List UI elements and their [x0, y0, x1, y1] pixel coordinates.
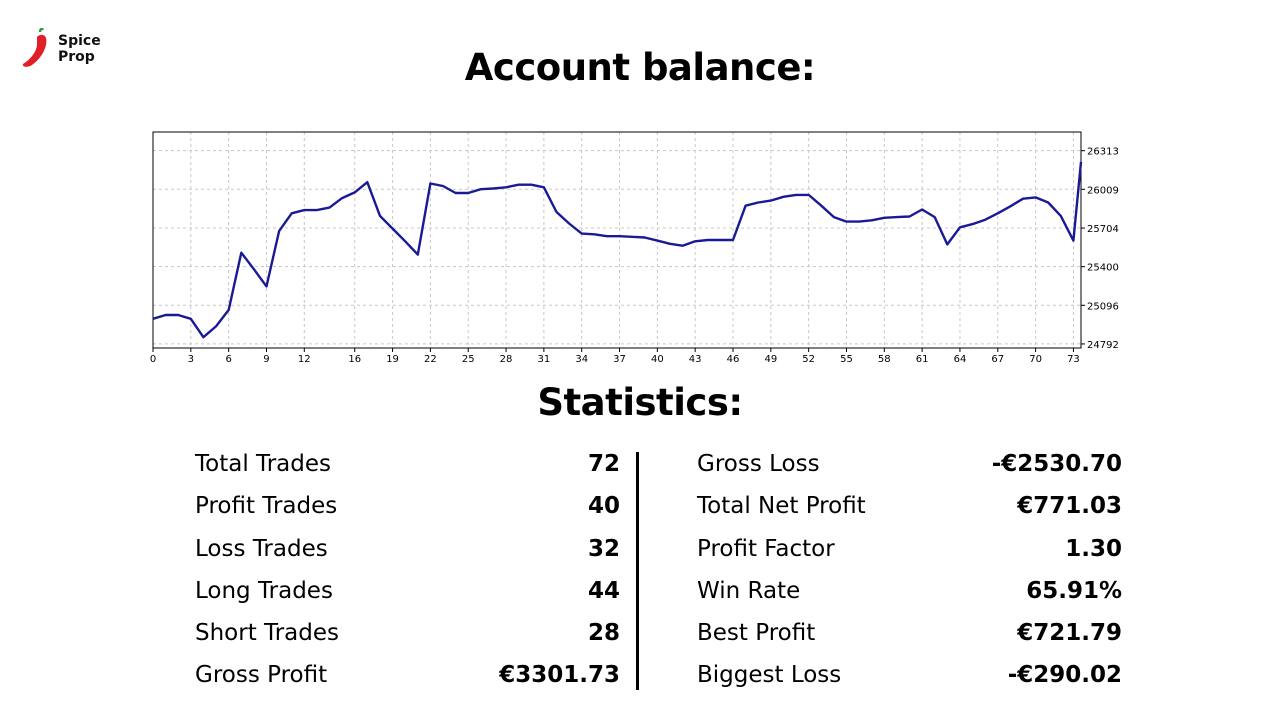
chili-pepper-icon	[22, 28, 47, 67]
x-tick-label: 55	[840, 354, 853, 365]
x-tick-label: 22	[424, 354, 437, 365]
balance-chart-svg: 0 3 6 9 12 16 19 22 25 28 31 34 37 40 43 46 49 52 55 58 61 64…	[150, 131, 1119, 365]
stat-label: Best Profit	[697, 620, 816, 647]
x-tick-label: 49	[764, 354, 777, 365]
x-tick-label: 52	[802, 354, 815, 365]
x-tick-label: 40	[651, 354, 664, 365]
plot-frame	[152, 131, 1082, 349]
brand-logo: Spice Prop	[20, 28, 120, 72]
stat-label: Gross Loss	[697, 451, 820, 477]
x-tick-label: 31	[538, 354, 551, 365]
x-tick-label: 19	[386, 354, 399, 365]
stat-label: Win Rate	[697, 577, 801, 604]
x-tick-label: 67	[991, 354, 1004, 365]
stats-divider	[636, 452, 639, 690]
x-tick-label: 25	[462, 354, 475, 365]
stat-value: 28	[587, 620, 620, 647]
stat-value: €3301.73	[499, 662, 620, 689]
stat-value: -€290.02	[1007, 662, 1122, 689]
stat-value: €721.79	[1017, 620, 1122, 647]
stat-label: Gross Profit	[195, 662, 328, 689]
stat-row: Best Profit €721.79	[697, 612, 1122, 654]
statistics-title: Statistics:	[537, 381, 743, 424]
stat-row: Long Trades 44	[195, 570, 620, 612]
stat-value: 32	[587, 535, 620, 562]
stat-label: Long Trades	[195, 577, 333, 604]
stat-row: Profit Trades 40	[195, 485, 620, 527]
balance-series-line	[152, 161, 1083, 339]
stat-value: -€2530.70	[991, 451, 1122, 477]
stat-row: Total Net Profit €771.03	[697, 485, 1122, 527]
x-tick-label: 16	[348, 354, 361, 365]
x-tick-label: 6	[225, 354, 231, 365]
brand-name: Spice Prop	[58, 33, 101, 65]
stats-left-column: Total Trades 72 Profit Trades 40 Loss Trades…	[195, 443, 620, 697]
stat-label: Profit Trades	[195, 493, 338, 520]
stat-label: Total Trades	[195, 451, 331, 477]
stat-row: Total Trades 72	[195, 443, 620, 485]
stat-value: 44	[587, 577, 620, 604]
stats-right-column: Gross Loss -€2530.70 Total Net Profit €771.…	[697, 443, 1122, 697]
x-tick-label: 37	[613, 354, 626, 365]
stat-label: Short Trades	[195, 620, 339, 647]
y-tick-label: 26313	[1087, 147, 1119, 158]
stat-row: Gross Profit €3301.73	[195, 654, 620, 696]
stat-value: 1.30	[1065, 535, 1122, 562]
y-tick-label: 25704	[1087, 224, 1119, 235]
stat-value: €771.03	[1017, 493, 1122, 520]
stat-value: 72	[587, 451, 620, 477]
y-tick-label: 24792	[1087, 340, 1119, 351]
brand-line-1: Spice	[58, 33, 101, 49]
y-tick-label: 25400	[1087, 263, 1119, 274]
x-tick-label: 61	[916, 354, 929, 365]
stat-value: 40	[587, 493, 620, 520]
y-tick-label: 26009	[1087, 185, 1119, 196]
stat-label: Profit Factor	[697, 535, 835, 562]
brand-line-2: Prop	[58, 49, 95, 65]
x-tick-label: 0	[150, 354, 156, 365]
x-tick-label: 70	[1029, 354, 1042, 365]
stat-row: Short Trades 28	[195, 612, 620, 654]
x-tick-label: 43	[689, 354, 702, 365]
x-tick-label: 3	[188, 354, 194, 365]
stat-row: Win Rate 65.91%	[697, 570, 1122, 612]
x-tick-label: 34	[575, 354, 588, 365]
x-tick-label: 58	[878, 354, 891, 365]
stat-value: 65.91%	[1026, 577, 1122, 604]
balance-chart: 0 3 6 9 12 16 19 22 25 28 31 34 37 40 43 46 49 52 55 58 61 64…	[140, 118, 1120, 370]
stat-label: Total Net Profit	[697, 493, 866, 520]
x-tick-label: 64	[954, 354, 967, 365]
x-tick-label: 46	[727, 354, 740, 365]
account-balance-title: Account balance:	[464, 46, 816, 89]
stat-label: Biggest Loss	[697, 662, 842, 689]
stat-row: Loss Trades 32	[195, 528, 620, 570]
stat-row: Profit Factor 1.30	[697, 528, 1122, 570]
stat-row: Biggest Loss -€290.02	[697, 654, 1122, 696]
x-tick-label: 28	[500, 354, 513, 365]
stat-row: Gross Loss -€2530.70	[697, 443, 1122, 485]
x-tick-label: 73	[1067, 354, 1080, 365]
x-tick-label: 9	[263, 354, 269, 365]
x-tick-label: 12	[298, 354, 311, 365]
y-tick-label: 25096	[1087, 301, 1119, 312]
stat-label: Loss Trades	[195, 535, 328, 562]
